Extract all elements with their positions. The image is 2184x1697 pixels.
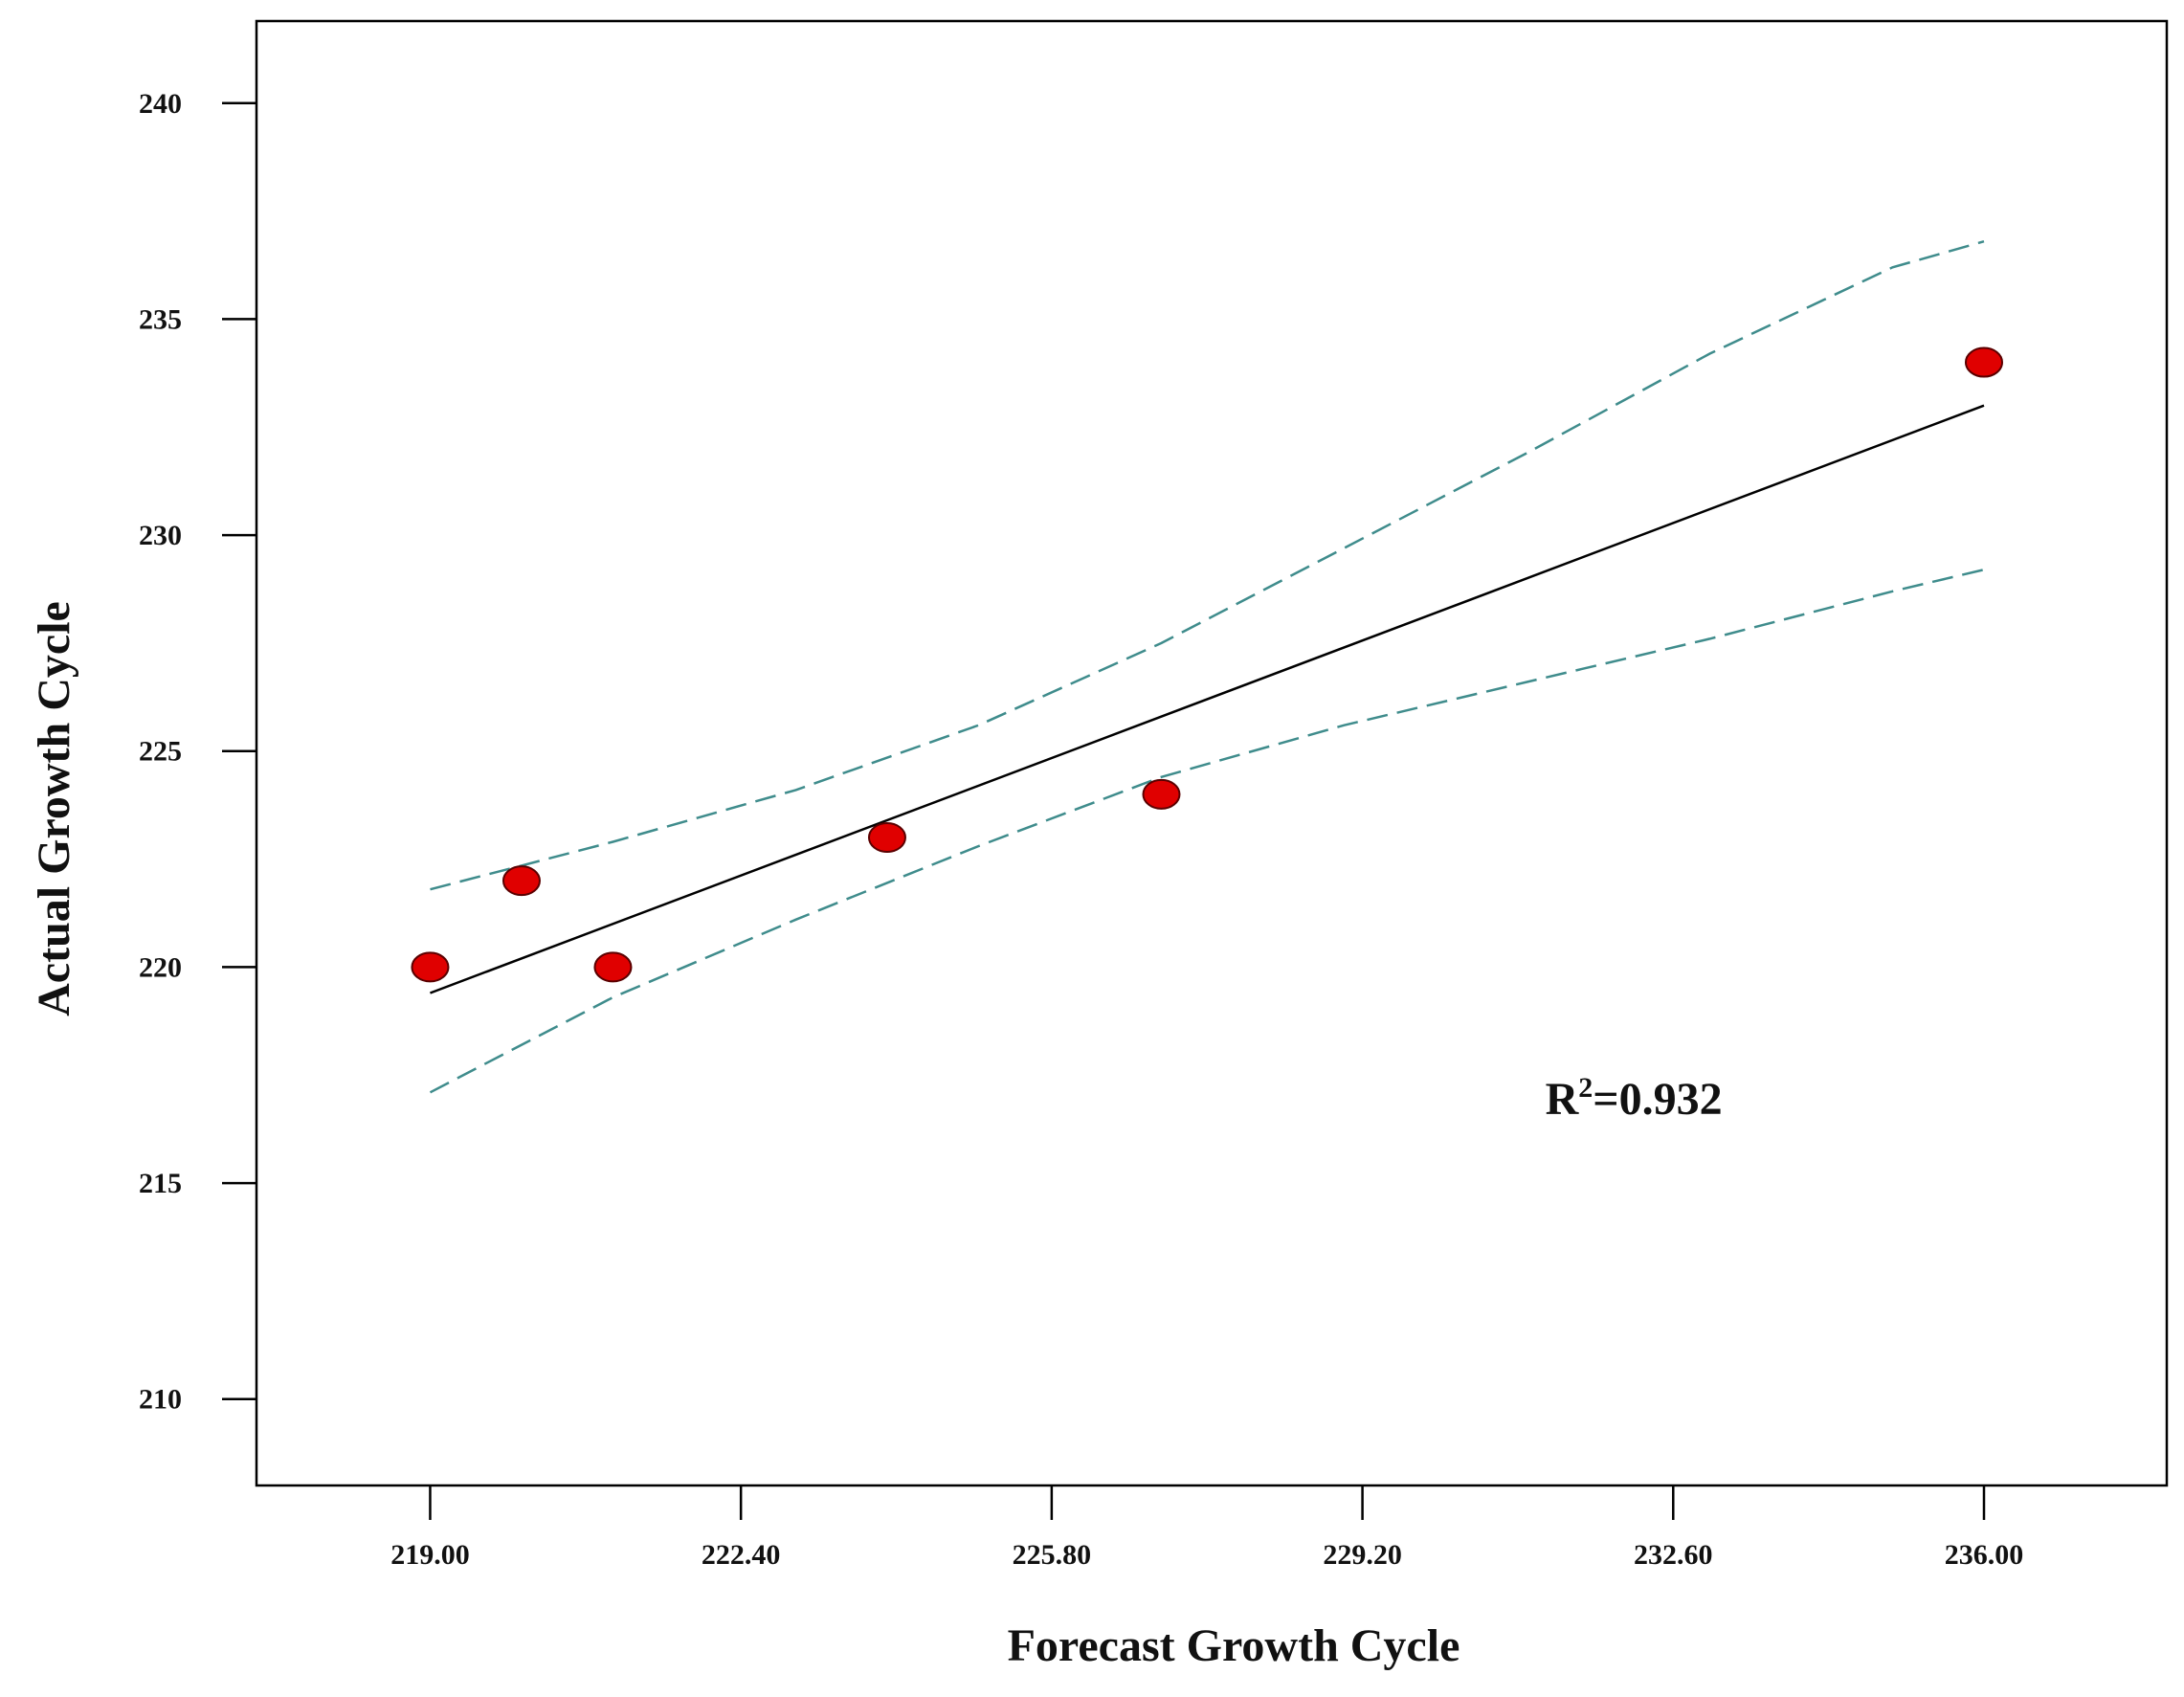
r-squared-annotation: R2=0.932 [1546,1072,1723,1125]
y-axis-title: Actual Growth Cycle [29,601,79,1016]
plot-frame [255,19,2169,1487]
data-point [1142,778,1181,810]
x-axis-title: Forecast Growth Cycle [1008,1620,1460,1671]
x-tick-label: 219.00 [390,1539,470,1571]
annotation-base: R [1546,1074,1580,1125]
y-tick-label: 225 [139,736,182,768]
lower-confidence-band [429,568,1985,1094]
x-axis-ticks: 219.00 222.40 225.80 229.20 232.60 236.00 [390,1485,2023,1571]
upper-confidence-band [430,239,1985,891]
y-axis-ticks: 210 215 220 225 230 235 240 [139,88,256,1416]
data-points [411,346,2003,983]
y-tick-label: 240 [139,88,182,120]
regression-line [430,404,1985,994]
data-point [593,951,633,983]
annotation-superscript: 2 [1578,1072,1593,1104]
x-tick-label: 225.80 [1013,1539,1092,1571]
y-tick-label: 220 [139,951,182,983]
data-point [867,822,906,854]
y-tick-label: 210 [139,1384,182,1416]
regression-line-group [430,404,1985,994]
annotation-value: =0.932 [1593,1074,1722,1125]
y-tick-label: 230 [139,520,182,551]
x-tick-label: 222.40 [702,1539,781,1571]
x-tick-label: 232.60 [1634,1539,1713,1571]
data-point [1964,346,2003,378]
x-tick-label: 229.20 [1323,1539,1402,1571]
y-tick-label: 235 [139,303,182,335]
data-point [501,865,541,897]
confidence-bands [429,239,1985,1094]
x-tick-label: 236.00 [1945,1539,2024,1571]
data-point [411,951,450,983]
y-tick-label: 215 [139,1168,182,1199]
